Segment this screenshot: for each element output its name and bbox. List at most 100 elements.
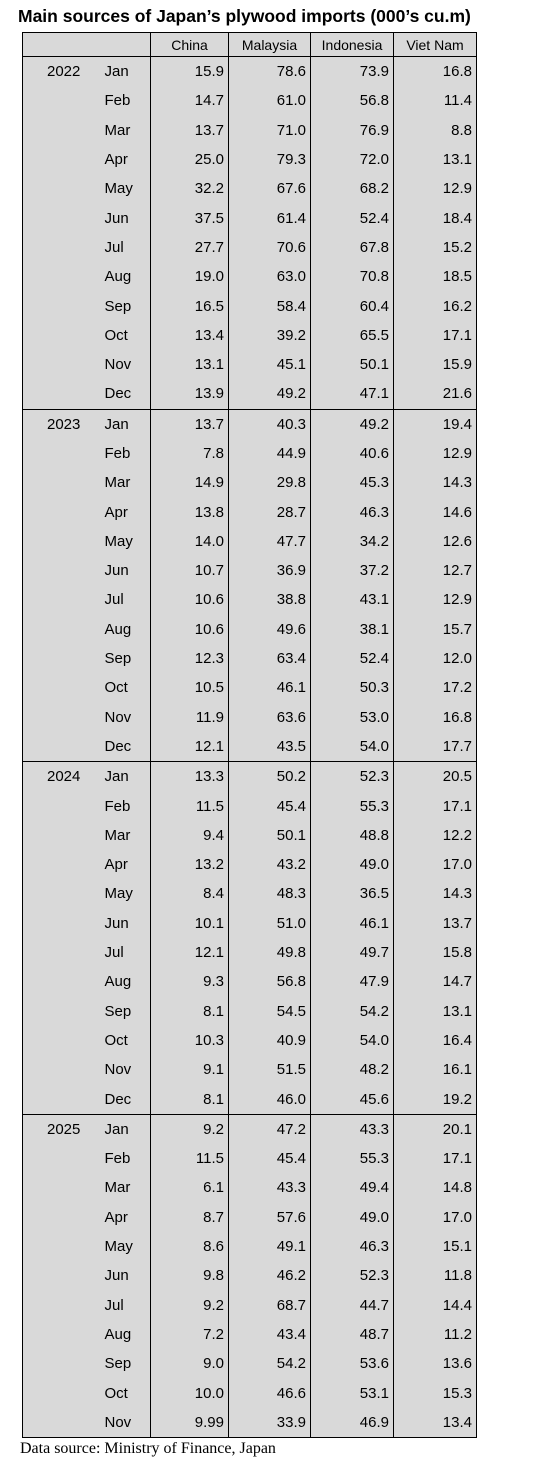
- value-cell: 14.3: [393, 879, 477, 909]
- month-label: Jun: [104, 209, 129, 227]
- value-cell: 49.2: [310, 408, 394, 439]
- value-cell: 56.8: [228, 967, 311, 997]
- value-cell: 52.3: [310, 761, 394, 792]
- value-cell: 46.1: [228, 673, 311, 703]
- data-row: Sep 12.3 63.4 52.4 12.0: [23, 643, 477, 674]
- month-label: Oct: [104, 679, 128, 697]
- data-row: Apr 13.8 28.7 46.3 14.6: [23, 497, 477, 527]
- value-cell: 14.4: [393, 1290, 477, 1320]
- value-cell: 48.2: [310, 1055, 394, 1085]
- value-cell: 11.5: [150, 791, 229, 821]
- value-cell: 14.9: [150, 468, 229, 498]
- value-cell: 45.4: [228, 791, 311, 821]
- year-blank: [23, 116, 101, 145]
- value-cell: 46.3: [310, 497, 394, 527]
- value-cell: 16.1: [393, 1055, 477, 1085]
- value-cell: 14.8: [393, 1173, 477, 1203]
- value-cell: 37.5: [150, 203, 229, 233]
- data-row: Mar 14.9 29.8 45.3 14.3: [23, 468, 477, 498]
- value-cell: 73.9: [310, 56, 394, 87]
- data-row: Feb 14.7 61.0 56.8 11.4: [23, 86, 477, 116]
- value-cell: 52.3: [310, 1261, 394, 1291]
- month-label: Jan: [100, 408, 151, 439]
- value-cell: 14.3: [393, 468, 477, 498]
- data-row: 2022 Jan 15.9 78.6 73.9 16.8: [22, 56, 477, 87]
- value-cell: 38.1: [310, 614, 394, 644]
- value-cell: 13.1: [393, 996, 477, 1026]
- data-row: Nov 9.1 51.5 48.2 16.1: [23, 1055, 477, 1085]
- value-cell: 56.8: [310, 86, 394, 116]
- year-blank: [23, 556, 101, 585]
- value-cell: 14.7: [393, 967, 477, 997]
- value-cell: 51.5: [228, 1055, 311, 1085]
- value-cell: 10.6: [150, 614, 229, 644]
- value-cell: 44.7: [310, 1290, 394, 1320]
- value-cell: 60.4: [310, 291, 394, 321]
- value-cell: 10.6: [150, 585, 229, 615]
- value-cell: 50.1: [310, 349, 394, 380]
- value-cell: 51.0: [228, 908, 311, 938]
- data-row: 2023 Jan 13.7 40.3 49.2 19.4: [22, 408, 477, 439]
- value-cell: 40.3: [228, 408, 311, 439]
- value-cell: 36.9: [228, 556, 311, 586]
- header-blank: [22, 32, 101, 57]
- value-cell: 65.5: [310, 320, 394, 350]
- value-cell: 10.5: [150, 673, 229, 703]
- value-cell: 19.2: [393, 1084, 477, 1115]
- value-cell: 13.4: [150, 320, 229, 350]
- year-blank: [23, 644, 101, 673]
- value-cell: 12.1: [150, 731, 229, 762]
- value-cell: 13.7: [150, 115, 229, 145]
- year-blank: [23, 1261, 101, 1290]
- month-label: May: [104, 532, 133, 550]
- value-cell: 29.8: [228, 468, 311, 498]
- data-row: Jun 10.1 51.0 46.1 13.7: [23, 908, 477, 938]
- year-blank: [23, 791, 101, 820]
- value-cell: 47.1: [310, 379, 394, 410]
- value-cell: 17.0: [393, 1202, 477, 1232]
- month-label: Dec: [104, 1090, 132, 1108]
- value-cell: 49.0: [310, 850, 394, 880]
- month-label: Aug: [104, 620, 132, 638]
- value-cell: 46.6: [228, 1378, 311, 1408]
- value-cell: 6.1: [150, 1173, 229, 1203]
- data-row: Jul 27.7 70.6 67.8 15.2: [23, 232, 477, 263]
- month-label: Jul: [104, 944, 124, 962]
- value-cell: 20.1: [393, 1113, 477, 1144]
- month-label: Nov: [104, 356, 132, 374]
- month-label: Jul: [104, 1296, 124, 1314]
- year-blank: [23, 1232, 101, 1261]
- data-row: Sep 9.0 54.2 53.6 13.6: [23, 1349, 477, 1379]
- month-label: Apr: [104, 856, 128, 874]
- month-label: Jul: [104, 591, 124, 609]
- month-label: Mar: [104, 826, 131, 844]
- year-blank: [23, 497, 101, 526]
- year-blank: [23, 1026, 101, 1055]
- value-cell: 15.9: [393, 349, 477, 380]
- value-cell: 58.4: [228, 291, 311, 321]
- value-cell: 18.5: [393, 262, 477, 292]
- value-cell: 63.0: [228, 262, 311, 292]
- value-cell: 8.8: [393, 115, 477, 145]
- value-cell: 20.5: [393, 761, 477, 792]
- value-cell: 16.5: [150, 291, 229, 321]
- value-cell: 16.4: [393, 1025, 477, 1056]
- value-cell: 43.5: [228, 731, 311, 762]
- month-label: Dec: [104, 385, 132, 403]
- year-blank: [23, 145, 101, 174]
- value-cell: 47.2: [228, 1113, 311, 1144]
- year-blank: [23, 439, 101, 468]
- value-cell: 52.4: [310, 643, 394, 674]
- value-cell: 17.2: [393, 673, 477, 703]
- data-row: Sep 8.1 54.5 54.2 13.1: [23, 996, 477, 1026]
- data-row: Feb 7.8 44.9 40.6 12.9: [23, 438, 477, 469]
- month-label: Oct: [104, 1031, 128, 1049]
- data-row: Nov 13.1 45.1 50.1 15.9: [23, 349, 477, 380]
- value-cell: 13.1: [150, 349, 229, 380]
- value-cell: 43.4: [228, 1319, 311, 1350]
- value-cell: 21.6: [393, 379, 477, 410]
- month-label: Oct: [104, 1384, 128, 1402]
- month-label: Jun: [104, 1267, 129, 1285]
- value-cell: 15.7: [393, 614, 477, 644]
